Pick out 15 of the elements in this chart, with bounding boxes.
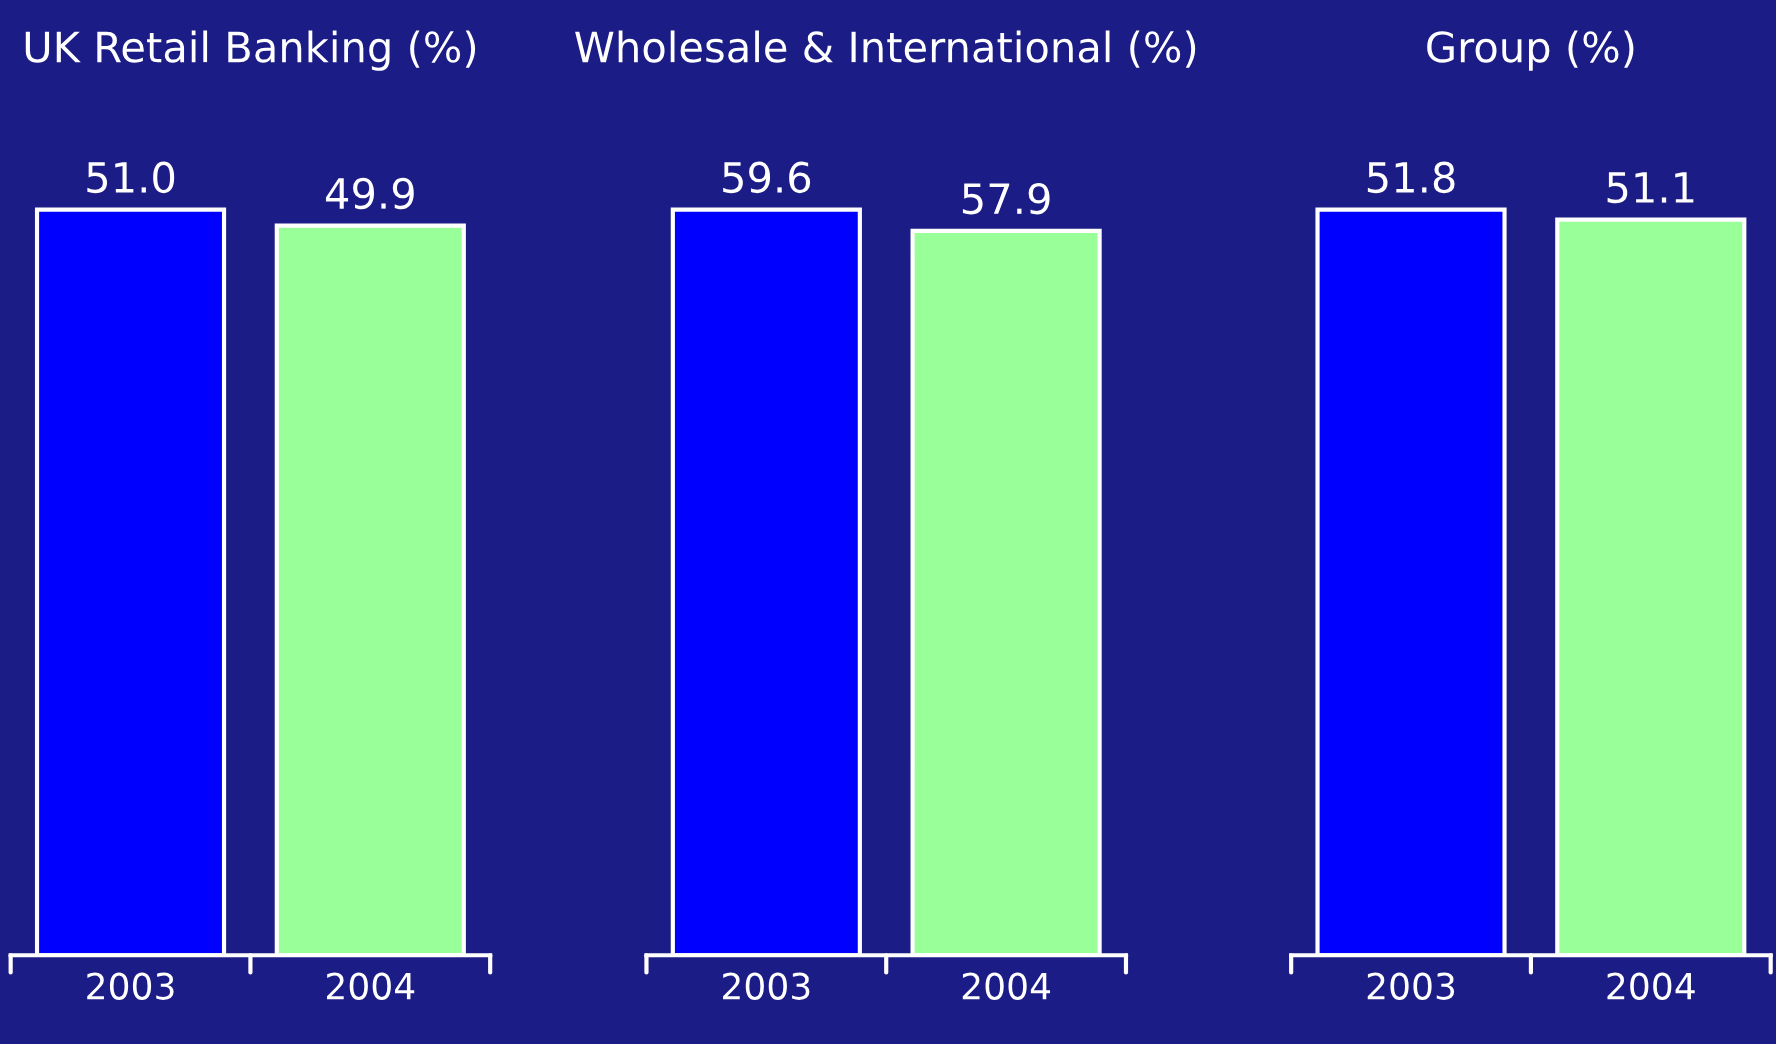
x-tick-label: 2004 [1607, 972, 1695, 1000]
data-label: 51.1 [1607, 172, 1694, 204]
data-label: 49.9 [325, 177, 414, 210]
chart-title: UK Retail Banking (%) [25, 30, 476, 71]
x-tick-label: 2003 [723, 972, 810, 1000]
data-label: 51.8 [1367, 161, 1455, 194]
data-label: 57.9 [962, 182, 1050, 215]
data-label: 59.6 [723, 161, 811, 194]
x-tick-label: 2004 [962, 972, 1051, 1000]
x-tick-label: 2003 [87, 972, 174, 1000]
x-tick-label: 2003 [1367, 972, 1455, 1000]
chart-title: Wholesale & International (%) [575, 30, 1196, 68]
chart-title: Group (%) [1427, 30, 1634, 71]
x-tick-label: 2004 [326, 972, 415, 1000]
data-label: 51.0 [87, 161, 175, 194]
